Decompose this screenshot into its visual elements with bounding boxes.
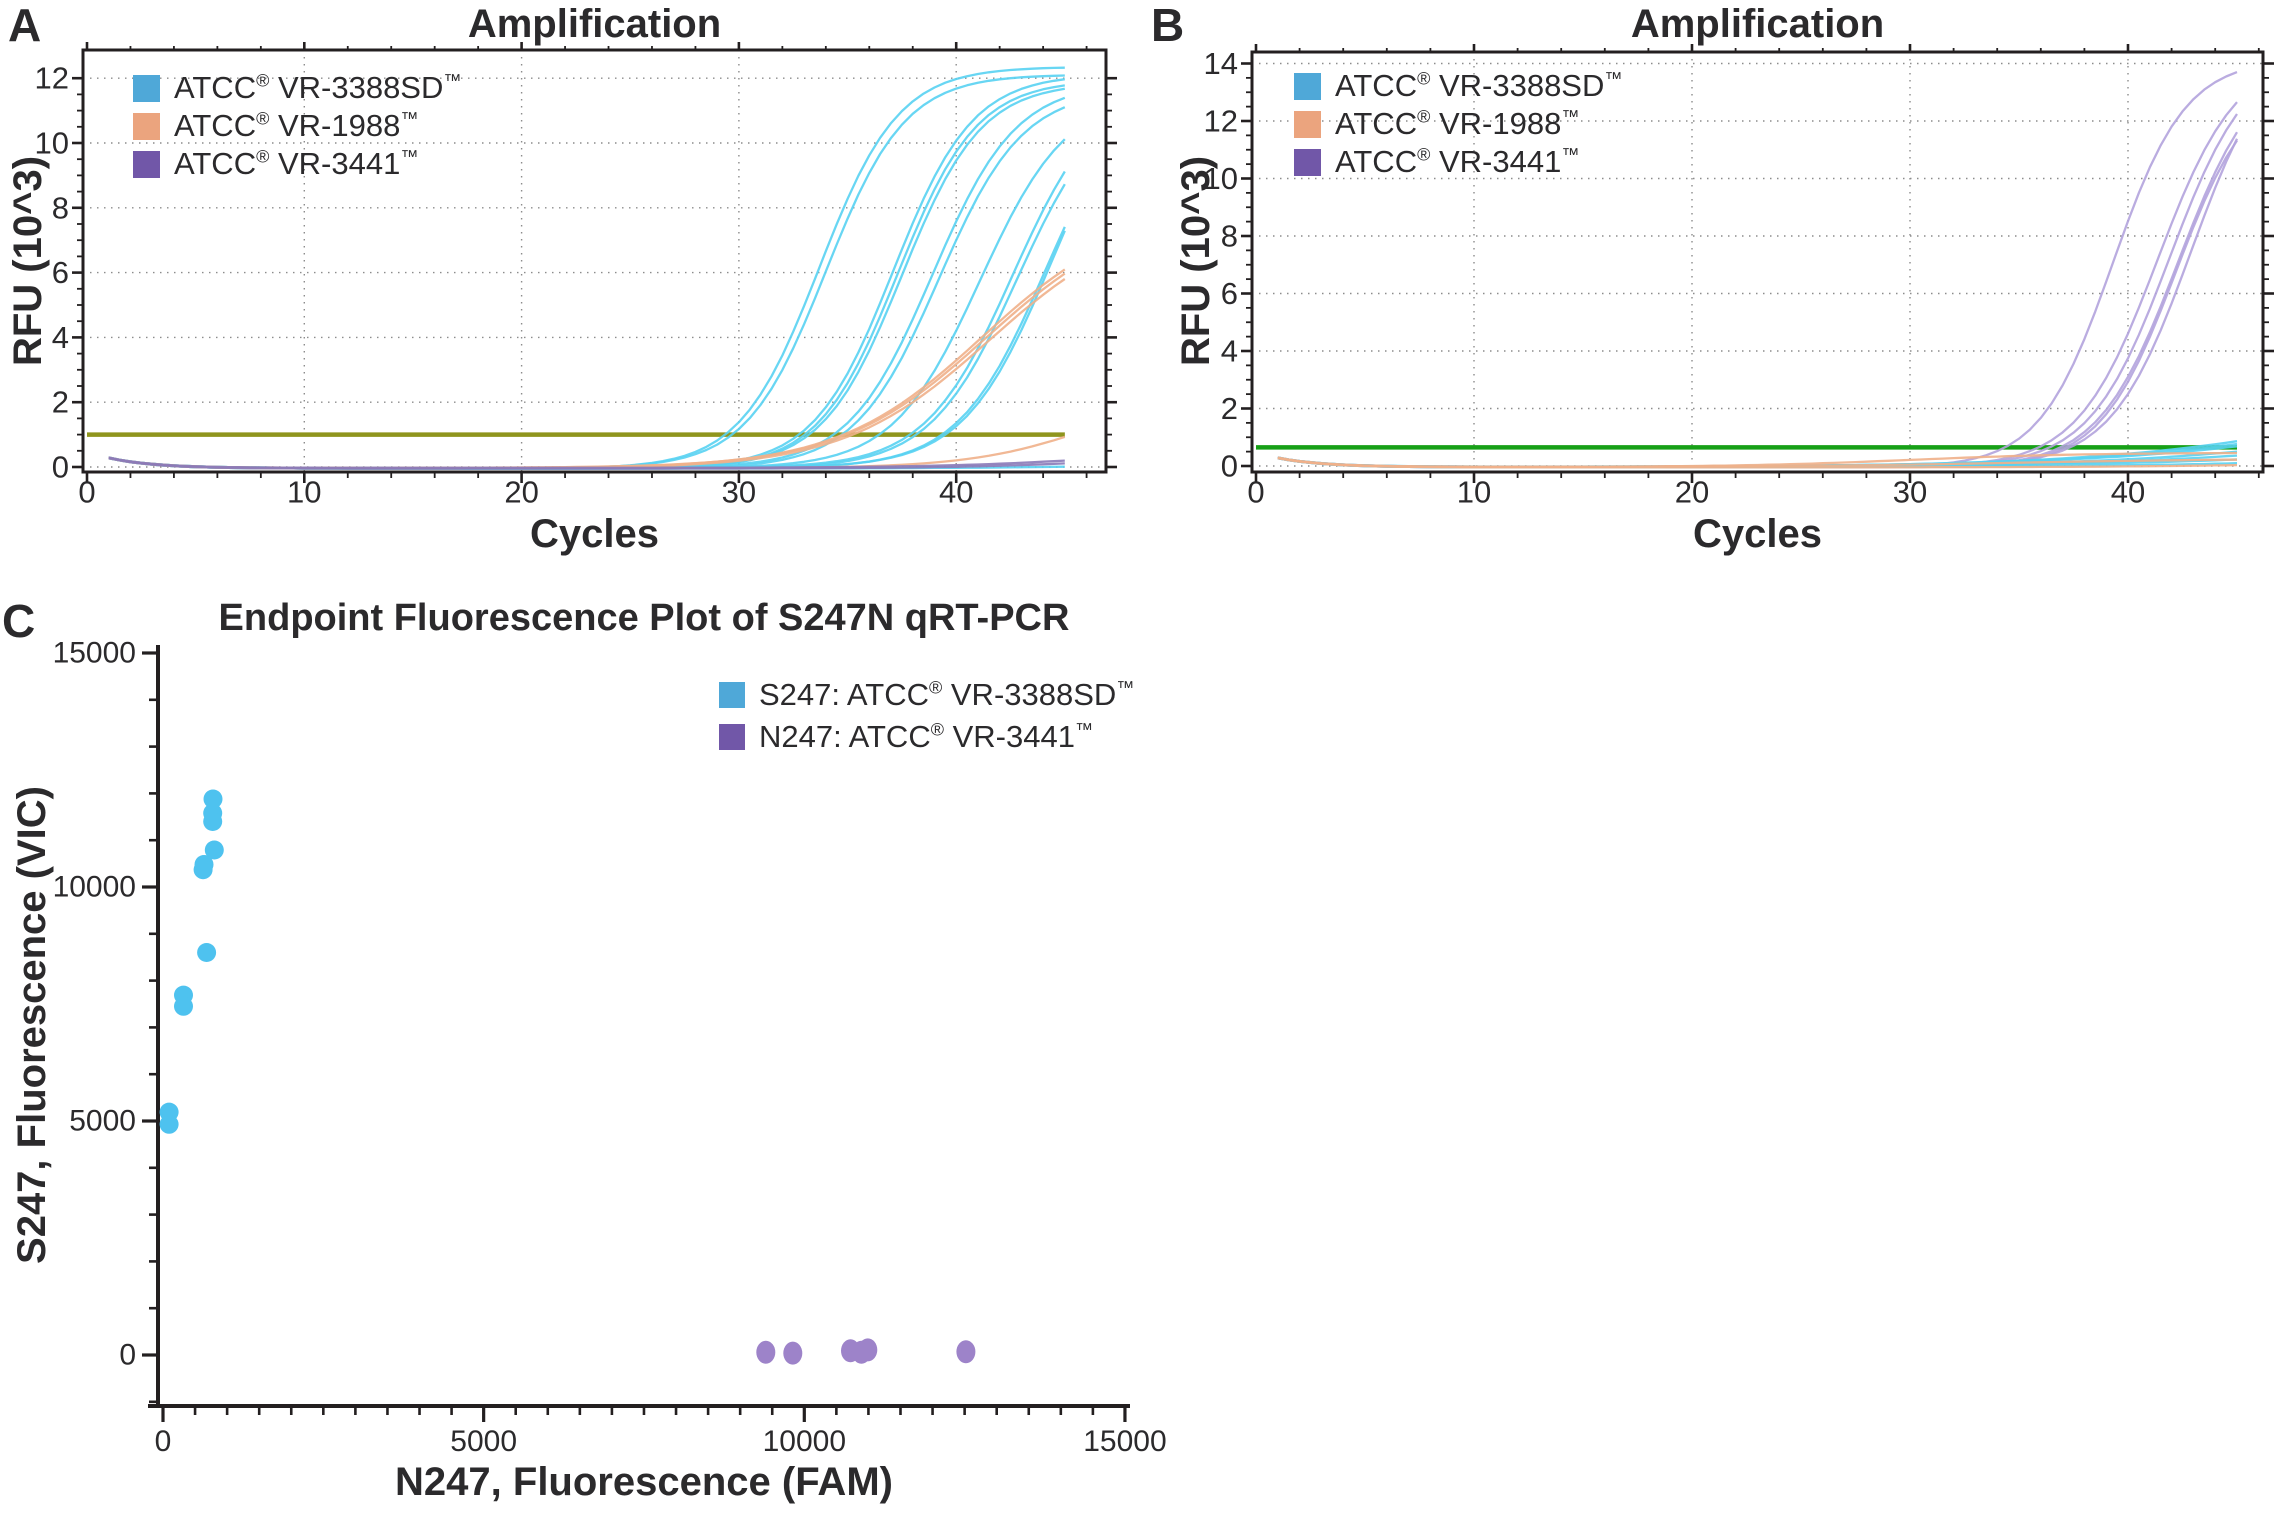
legend-label: ATCC® VR-1988™ bbox=[174, 108, 419, 143]
amplification-curve bbox=[108, 457, 1065, 470]
x-tick-label: 10 bbox=[1457, 474, 1491, 509]
legend-row: ATCC® VR-1988™ bbox=[1294, 105, 1622, 143]
amplification-curve bbox=[1277, 131, 2238, 469]
legend-label: ATCC® VR-3388SD™ bbox=[174, 70, 462, 105]
y-tick-label: 6 bbox=[52, 255, 69, 290]
legend-swatch bbox=[719, 682, 745, 708]
x-tick-label: 30 bbox=[722, 474, 756, 509]
amplification-curve bbox=[108, 435, 1066, 470]
scatter-point bbox=[197, 943, 217, 962]
x-tick-label: 0 bbox=[1247, 474, 1264, 509]
legend-label: ATCC® VR-3441™ bbox=[174, 146, 419, 181]
amplification-curve bbox=[1277, 138, 2239, 468]
x-tick-label: 40 bbox=[2111, 474, 2145, 509]
y-tick-label: 10000 bbox=[53, 871, 136, 904]
amplification-curve bbox=[1277, 139, 2238, 469]
legend-label: ATCC® VR-3441™ bbox=[1335, 144, 1580, 179]
legend-row: N247: ATCC® VR-3441™ bbox=[719, 716, 1134, 758]
y-tick-label: 0 bbox=[52, 450, 69, 485]
y-tick-label: 6 bbox=[1221, 276, 1238, 311]
scatter-point bbox=[858, 1338, 878, 1362]
panel-c-title: Endpoint Fluorescence Plot of S247N qRT-… bbox=[218, 597, 1070, 639]
legend-row: ATCC® VR-3388SD™ bbox=[1294, 67, 1622, 105]
plot-frame bbox=[1250, 50, 2265, 474]
panel-b-legend: ATCC® VR-3388SD™ ATCC® VR-1988™ ATCC® VR-3… bbox=[1294, 67, 1622, 181]
plot-frame bbox=[81, 48, 1108, 474]
panel-c-plot: 0 5000 10000 15000 0 5000 10000 15000 bbox=[53, 637, 1167, 1458]
panel-b-plot: 0 10 20 30 40 0 2 4 6 8 10 12 14 bbox=[1204, 44, 2274, 509]
legend-label: N247: ATCC® VR-3441™ bbox=[759, 719, 1093, 754]
panel-c-x-axis-label: N247, Fluorescence (FAM) bbox=[395, 1460, 893, 1504]
scatter-point bbox=[203, 812, 223, 831]
y-tick-label: 15000 bbox=[53, 637, 136, 670]
scatter-point bbox=[174, 996, 193, 1016]
panel-c-y-axis-label: S247, Fluorescence (VIC) bbox=[10, 786, 54, 1264]
amplification-curve bbox=[108, 230, 1066, 469]
panel-a-plot: 0 10 20 30 40 0 2 4 6 8 10 12 bbox=[35, 42, 1117, 509]
y-tick-label: 2 bbox=[1221, 391, 1238, 426]
y-tick-label: 8 bbox=[1221, 219, 1238, 254]
legend-swatch bbox=[133, 74, 160, 102]
y-tick-label: 4 bbox=[1221, 334, 1238, 369]
panel-b-title: Amplification bbox=[1630, 2, 1885, 46]
amplification-curve bbox=[108, 278, 1066, 470]
legend-row: ATCC® VR-3388SD™ bbox=[133, 69, 461, 107]
scatter-point bbox=[783, 1341, 803, 1365]
y-tick-label: 12 bbox=[35, 61, 69, 96]
scatter-point bbox=[159, 1114, 179, 1134]
panel-a-title: Amplification bbox=[467, 2, 722, 46]
panel-label-b: B bbox=[1151, 0, 1185, 51]
legend-swatch bbox=[1294, 72, 1321, 100]
legend-swatch bbox=[133, 112, 160, 140]
panel-a-legend: ATCC® VR-3388SD™ ATCC® VR-1988™ ATCC® VR-3… bbox=[133, 69, 461, 183]
amplification-curve bbox=[1277, 457, 2238, 469]
x-tick-label: 20 bbox=[1675, 474, 1709, 509]
legend-row: ATCC® VR-1988™ bbox=[133, 107, 461, 145]
legend-row: ATCC® VR-3441™ bbox=[133, 145, 461, 183]
legend-swatch bbox=[1294, 148, 1321, 176]
y-tick-label: 5000 bbox=[69, 1105, 136, 1138]
scatter-point bbox=[204, 840, 224, 860]
scatter-point bbox=[203, 789, 223, 809]
y-tick-label: 8 bbox=[52, 190, 69, 225]
panel-label-c: C bbox=[2, 595, 36, 647]
legend-label: ATCC® VR-1988™ bbox=[1335, 106, 1580, 141]
x-tick-label: 40 bbox=[939, 474, 973, 509]
x-tick-label: 30 bbox=[1893, 474, 1927, 509]
panel-c-legend: S247: ATCC® VR-3388SD™ N247: ATCC® VR-344… bbox=[719, 674, 1134, 758]
y-tick-label: 4 bbox=[52, 320, 69, 355]
legend-swatch bbox=[719, 724, 745, 750]
legend-label: S247: ATCC® VR-3388SD™ bbox=[759, 677, 1135, 712]
legend-swatch bbox=[1294, 110, 1321, 138]
y-tick-label: 0 bbox=[1221, 449, 1238, 484]
amplification-curve bbox=[108, 138, 1066, 470]
y-tick-label: 14 bbox=[1204, 46, 1238, 81]
panel-b-y-axis-label: RFU (10^3) bbox=[1174, 155, 1218, 367]
scatter-point bbox=[956, 1340, 976, 1364]
panel-b-x-axis-label: Cycles bbox=[1693, 512, 1822, 556]
y-tick-label: 0 bbox=[119, 1339, 136, 1372]
panel-label-a: A bbox=[8, 0, 42, 51]
x-tick-label: 10000 bbox=[763, 1425, 846, 1458]
y-tick-label: 10 bbox=[1204, 161, 1238, 196]
legend-row: S247: ATCC® VR-3388SD™ bbox=[719, 674, 1134, 716]
panel-a-y-axis-label: RFU (10^3) bbox=[6, 155, 50, 367]
legend-swatch bbox=[133, 150, 160, 178]
x-tick-label: 15000 bbox=[1083, 1425, 1166, 1458]
y-tick-label: 10 bbox=[35, 126, 69, 161]
y-tick-label: 2 bbox=[52, 385, 69, 420]
panel-a-x-axis-label: Cycles bbox=[530, 512, 659, 556]
x-tick-label: 0 bbox=[78, 474, 95, 509]
y-tick-label: 12 bbox=[1204, 104, 1238, 139]
scatter-point bbox=[756, 1340, 776, 1364]
x-tick-label: 5000 bbox=[450, 1425, 517, 1458]
x-tick-label: 10 bbox=[287, 474, 321, 509]
legend-label: ATCC® VR-3388SD™ bbox=[1335, 68, 1623, 103]
legend-row: ATCC® VR-3441™ bbox=[1294, 143, 1622, 181]
x-tick-label: 20 bbox=[504, 474, 538, 509]
x-tick-label: 0 bbox=[155, 1425, 172, 1458]
scatter-point bbox=[193, 860, 213, 880]
